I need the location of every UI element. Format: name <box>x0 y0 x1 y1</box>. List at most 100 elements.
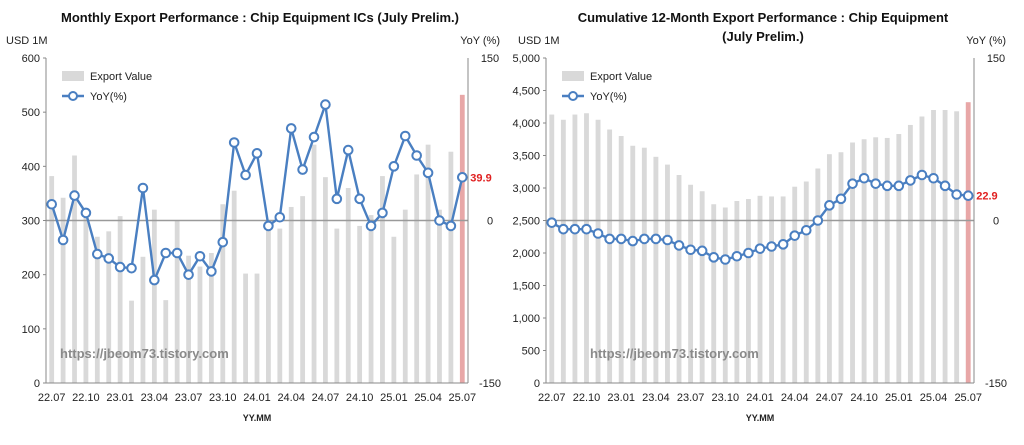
export-value-bar <box>607 129 613 383</box>
export-value-bar <box>140 256 146 383</box>
yoy-point <box>126 262 137 274</box>
x-tick-label: 23.04 <box>642 392 670 404</box>
yoy-point <box>615 233 627 245</box>
yoy-point <box>546 217 558 228</box>
x-tick-label: 25.07 <box>954 392 982 404</box>
yoy-point <box>962 190 974 201</box>
export-value-bar <box>266 225 271 383</box>
yoy-point <box>870 178 881 189</box>
yoy-point <box>183 269 194 280</box>
export-value-bar <box>459 94 465 383</box>
export-value-bar <box>826 154 832 383</box>
yoy-point <box>777 239 789 250</box>
export-value-bar <box>746 199 751 383</box>
export-value-bar <box>896 134 902 383</box>
yoy-point <box>604 233 615 245</box>
yoy-point <box>558 223 569 235</box>
export-value-bar <box>549 114 555 384</box>
yoy-point <box>388 161 400 172</box>
yoy-point <box>445 220 457 232</box>
yoy-point <box>422 167 434 179</box>
export-value-bar <box>345 188 351 383</box>
export-value-bar <box>151 209 157 383</box>
export-value-bar <box>919 116 925 383</box>
yoy-point <box>69 190 80 201</box>
last-yoy-label: 22.9 <box>976 191 997 203</box>
x-axis-label: YY.MM <box>746 413 775 423</box>
export-value-bar <box>368 215 374 383</box>
yoy-point <box>719 254 731 265</box>
yoy-point <box>789 230 801 241</box>
export-value-bar <box>815 168 821 383</box>
x-tick-label: 22.07 <box>38 392 66 404</box>
yoy-point <box>731 250 743 262</box>
y-tick-label: 1,500 <box>512 281 540 293</box>
yoy-point <box>456 171 468 183</box>
legend-line-marker <box>568 91 578 101</box>
yoy-point <box>754 243 766 254</box>
yoy-point <box>114 261 126 273</box>
x-tick-label: 24.04 <box>277 392 305 404</box>
export-value-bar <box>437 209 442 383</box>
export-value-bar <box>129 300 134 383</box>
export-value-bar <box>311 144 317 383</box>
yoy-point <box>581 223 592 235</box>
export-value-bar <box>942 110 948 383</box>
yoy-point <box>893 180 905 192</box>
yoy-point <box>285 123 297 134</box>
yoy-point <box>399 130 411 142</box>
x-tick-label: 22.07 <box>538 392 566 404</box>
yoy-point <box>905 175 916 186</box>
export-value-bar <box>757 195 763 383</box>
yoy-point <box>835 193 847 205</box>
yoy-point <box>194 250 206 262</box>
y-tick-label: 4,500 <box>512 86 540 98</box>
yoy-point <box>858 172 870 184</box>
x-tick-label: 24.10 <box>346 392 374 404</box>
yoy-point <box>377 207 388 219</box>
x-tick-label: 22.10 <box>573 392 601 404</box>
x-axis-label: YY.MM <box>243 413 272 423</box>
yoy-point <box>824 200 835 211</box>
export-value-bar <box>965 102 971 383</box>
yoy-point <box>103 253 115 264</box>
yoy-point <box>800 224 812 236</box>
export-value-bar <box>792 186 798 383</box>
x-tick-label: 24.04 <box>781 392 809 404</box>
yoy-point <box>320 99 331 110</box>
export-value-bar <box>954 111 960 384</box>
yoy-point <box>160 247 172 259</box>
export-value-bar <box>653 156 659 383</box>
export-value-bar <box>243 273 248 383</box>
y2-tick-label: 150 <box>481 53 499 65</box>
yoy-point <box>569 223 581 235</box>
export-value-bar <box>769 196 774 383</box>
export-value-bar <box>448 151 454 383</box>
y2-tick-label: -150 <box>479 378 501 390</box>
y-tick-label: 200 <box>22 270 40 282</box>
export-value-bar <box>334 228 340 383</box>
yoy-point <box>342 144 354 156</box>
yoy-point <box>434 215 445 226</box>
export-value-bar <box>220 204 226 383</box>
yoy-point <box>673 240 685 251</box>
export-value-bar <box>560 119 566 383</box>
right-axis-unit-label: YoY (%) <box>966 35 1006 47</box>
export-value-bar <box>572 114 578 384</box>
left-axis-unit-label: USD 1M <box>518 35 560 47</box>
y-tick-label: 100 <box>22 324 40 336</box>
x-tick-label: 23.01 <box>106 392 134 404</box>
y2-tick-label: 0 <box>993 216 999 228</box>
export-value-bar <box>676 175 682 383</box>
export-value-bar <box>595 119 601 383</box>
x-tick-label: 23.01 <box>607 392 635 404</box>
export-value-bar <box>618 136 624 383</box>
legend-line-label: YoY(%) <box>590 91 627 103</box>
x-tick-label: 25.04 <box>414 392 442 404</box>
yoy-point <box>365 220 377 232</box>
yoy-point <box>696 245 708 257</box>
x-tick-label: 24.01 <box>746 392 774 404</box>
export-value-bar <box>722 207 728 383</box>
yoy-point <box>251 148 263 159</box>
yoy-point <box>685 244 696 256</box>
